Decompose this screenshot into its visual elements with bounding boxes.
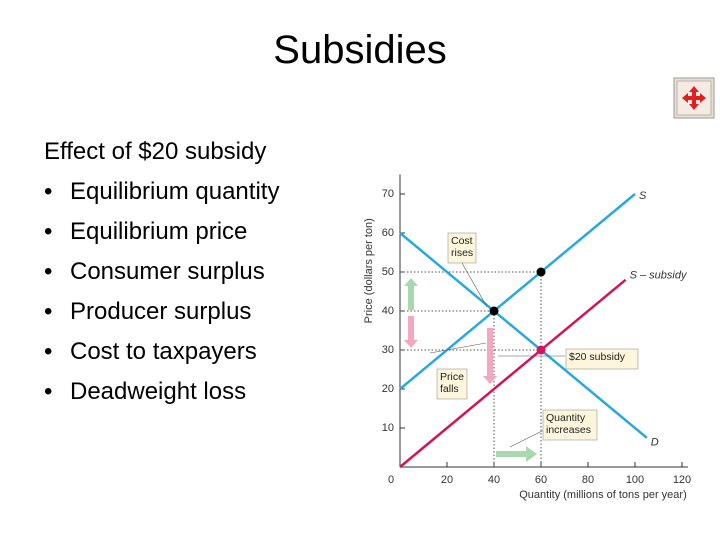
annotation: Quantity increases	[546, 412, 591, 436]
bullet-symbol: •	[44, 338, 53, 365]
x-tick-label: 40	[488, 474, 500, 486]
series-label: D	[651, 437, 659, 449]
bullet: • Cost to taxpayers	[44, 332, 279, 372]
bullet-symbol: •	[44, 258, 53, 285]
arrow	[483, 328, 497, 384]
y-tick-label: 40	[382, 305, 394, 317]
bullet: • Equilibrium quantity	[44, 172, 279, 212]
y-tick-label: 20	[382, 383, 394, 395]
annotation-box	[436, 368, 468, 400]
bullet: • Consumer surplus	[44, 252, 279, 292]
annotation-box	[447, 232, 477, 264]
bullet: • Producer surplus	[44, 292, 279, 332]
series-label: S	[639, 190, 647, 202]
series-label: S – subsidy	[630, 270, 688, 282]
y-tick-label: 30	[382, 344, 394, 356]
annotation-box	[565, 348, 639, 370]
bullet-symbol: •	[44, 178, 53, 205]
intro: Effect of $20 subsidy	[44, 138, 267, 165]
leader	[429, 342, 487, 354]
arrow	[496, 446, 537, 462]
annotation: Price falls	[440, 371, 464, 395]
point	[489, 306, 499, 316]
annotation: Cost rises	[451, 235, 473, 259]
annotation: $20 subsidy	[569, 351, 626, 363]
slide-title: Subsidies	[273, 28, 447, 72]
point	[536, 267, 546, 277]
x-tick-label: 120	[673, 474, 691, 486]
bullet-text: Deadweight loss	[70, 378, 247, 405]
bullet-list: Effect of $20 subsidy • Equilibrium quant…	[44, 132, 279, 412]
series-line	[399, 232, 648, 439]
y-tick-label: 70	[382, 188, 394, 200]
x-tick-label: 0	[388, 474, 394, 486]
arrow	[404, 278, 418, 310]
x-tick-label: 100	[626, 474, 644, 486]
y-tick-label: 60	[382, 227, 394, 239]
bullet: • Deadweight loss	[44, 372, 279, 412]
x-tick-label: 20	[441, 474, 453, 486]
bullet: • Equilibrium price	[44, 212, 279, 252]
x-tick-label: 80	[582, 474, 594, 486]
annotation-box	[542, 409, 598, 441]
x-tick-label: 60	[535, 474, 547, 486]
bullet-text: Cost to taxpayers	[70, 338, 257, 365]
point	[536, 345, 546, 355]
leader	[509, 429, 545, 448]
arrow	[404, 316, 418, 348]
bullet-text: Equilibrium quantity	[70, 178, 280, 205]
icon	[673, 77, 715, 119]
bullet-text: Equilibrium price	[70, 218, 248, 245]
bullet-symbol: •	[44, 218, 53, 245]
y-tick-label: 50	[382, 266, 394, 278]
bullet-text: Consumer surplus	[70, 258, 265, 285]
bullet-symbol: •	[44, 378, 53, 405]
bullet-text: Producer surplus	[70, 298, 252, 325]
x-axis-label: Quantity (millions of tons per year)	[519, 489, 687, 501]
series-line	[399, 278, 627, 468]
leader	[461, 262, 488, 308]
bullet-symbol: •	[44, 298, 53, 325]
y-tick-label: 10	[382, 422, 394, 434]
series-line	[399, 193, 636, 390]
y-axis-label: Price (dollars per ton)	[363, 218, 375, 323]
